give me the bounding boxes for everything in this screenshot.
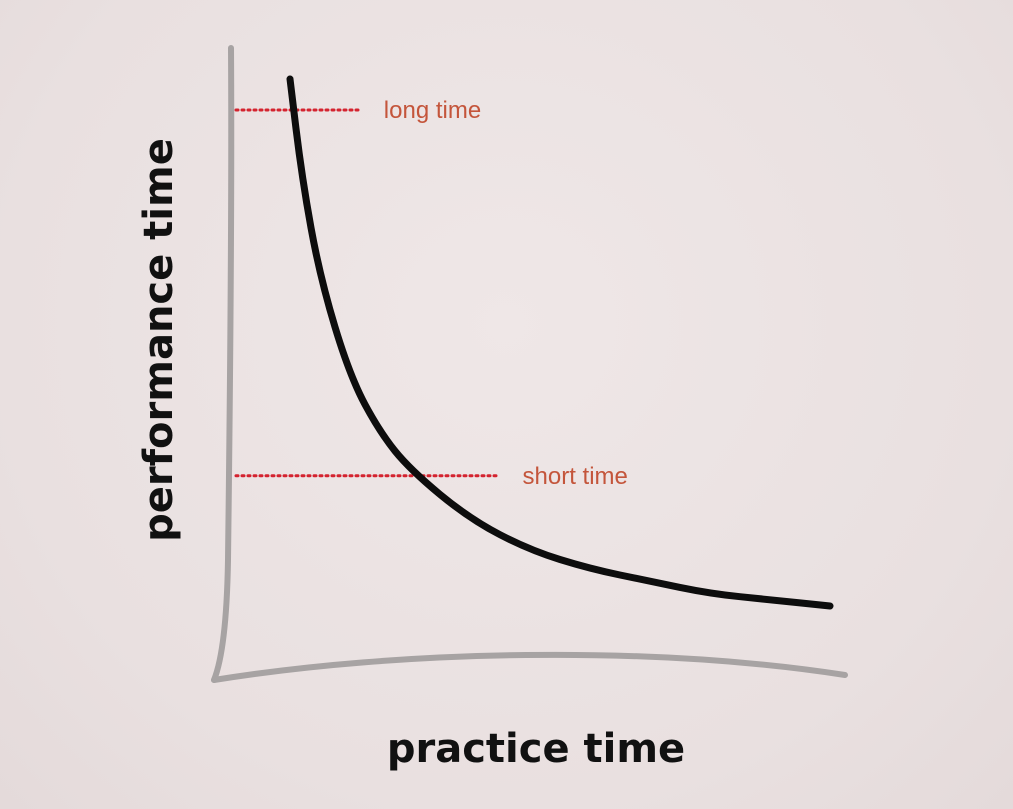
annotation-short-time: short time xyxy=(523,463,628,490)
y-axis-label: performance time xyxy=(136,138,182,542)
x-axis-label: practice time xyxy=(387,726,685,772)
y-axis xyxy=(211,45,235,683)
x-axis xyxy=(211,651,848,683)
annotation-long-time: long time xyxy=(384,97,481,124)
learning-curve-line xyxy=(286,75,834,610)
